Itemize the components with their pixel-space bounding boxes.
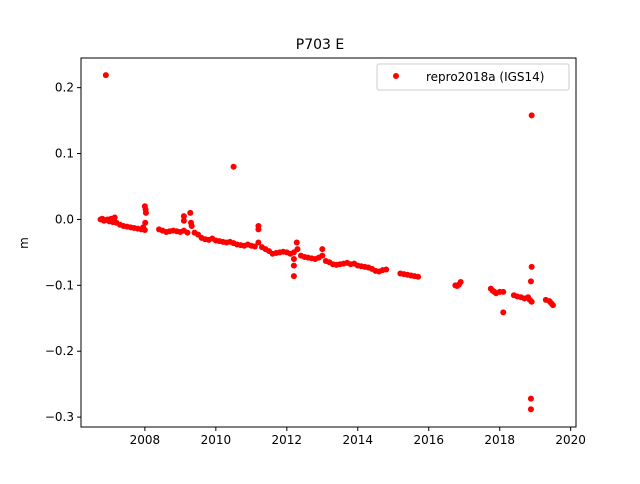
legend-label: repro2018a (IGS14) [426, 70, 544, 84]
data-point [527, 278, 534, 285]
data-point [294, 246, 301, 253]
data-point [290, 262, 297, 269]
data-point [255, 239, 262, 246]
y-tick-label: 0.0 [55, 212, 74, 226]
data-point [141, 226, 148, 233]
data-point [142, 219, 149, 226]
y-tick-label: 0.2 [55, 81, 74, 95]
data-point [188, 223, 195, 230]
data-point [111, 214, 118, 221]
data-point [290, 273, 297, 280]
data-point [251, 243, 258, 250]
data-point [500, 309, 507, 316]
data-point [293, 239, 300, 246]
data-point [500, 288, 507, 295]
data-point [102, 72, 109, 79]
data-point [142, 209, 149, 216]
x-tick-label: 2010 [201, 433, 232, 447]
data-points [97, 72, 556, 413]
data-point [528, 298, 535, 305]
legend: repro2018a (IGS14) [376, 63, 570, 91]
y-tick-label: 0.1 [55, 147, 74, 161]
legend-marker [393, 73, 399, 79]
data-point [383, 266, 390, 273]
data-point [527, 406, 534, 413]
x-tick-label: 2014 [343, 433, 374, 447]
x-tick-label: 2012 [272, 433, 303, 447]
data-point [457, 279, 464, 286]
data-point [415, 273, 422, 280]
data-point [187, 209, 194, 216]
x-tick-label: 2008 [130, 433, 161, 447]
y-tick-label: −0.2 [45, 344, 74, 358]
legend-box [376, 63, 570, 91]
data-point [255, 226, 262, 233]
data-point [528, 112, 535, 119]
data-point [549, 302, 556, 309]
chart-title: P703 E [296, 37, 344, 53]
data-point [528, 263, 535, 270]
x-axis: 2008 2010 2012 2014 2016 2018 2020 [130, 427, 586, 447]
data-point [319, 246, 326, 253]
data-point [184, 229, 191, 236]
x-tick-label: 2020 [555, 433, 586, 447]
x-tick-label: 2016 [413, 433, 444, 447]
y-tick-label: −0.3 [45, 410, 74, 424]
data-point [290, 255, 297, 262]
data-point [180, 213, 187, 220]
data-point [230, 163, 237, 170]
data-point [180, 217, 187, 224]
plot-frame [80, 57, 577, 428]
x-tick-label: 2018 [484, 433, 515, 447]
y-axis: 0.2 0.1 0.0 −0.1 −0.2 −0.3 [45, 81, 81, 424]
y-tick-label: −0.1 [45, 278, 74, 292]
data-point [319, 252, 326, 259]
y-axis-label: m [17, 237, 31, 249]
data-point [527, 395, 534, 402]
